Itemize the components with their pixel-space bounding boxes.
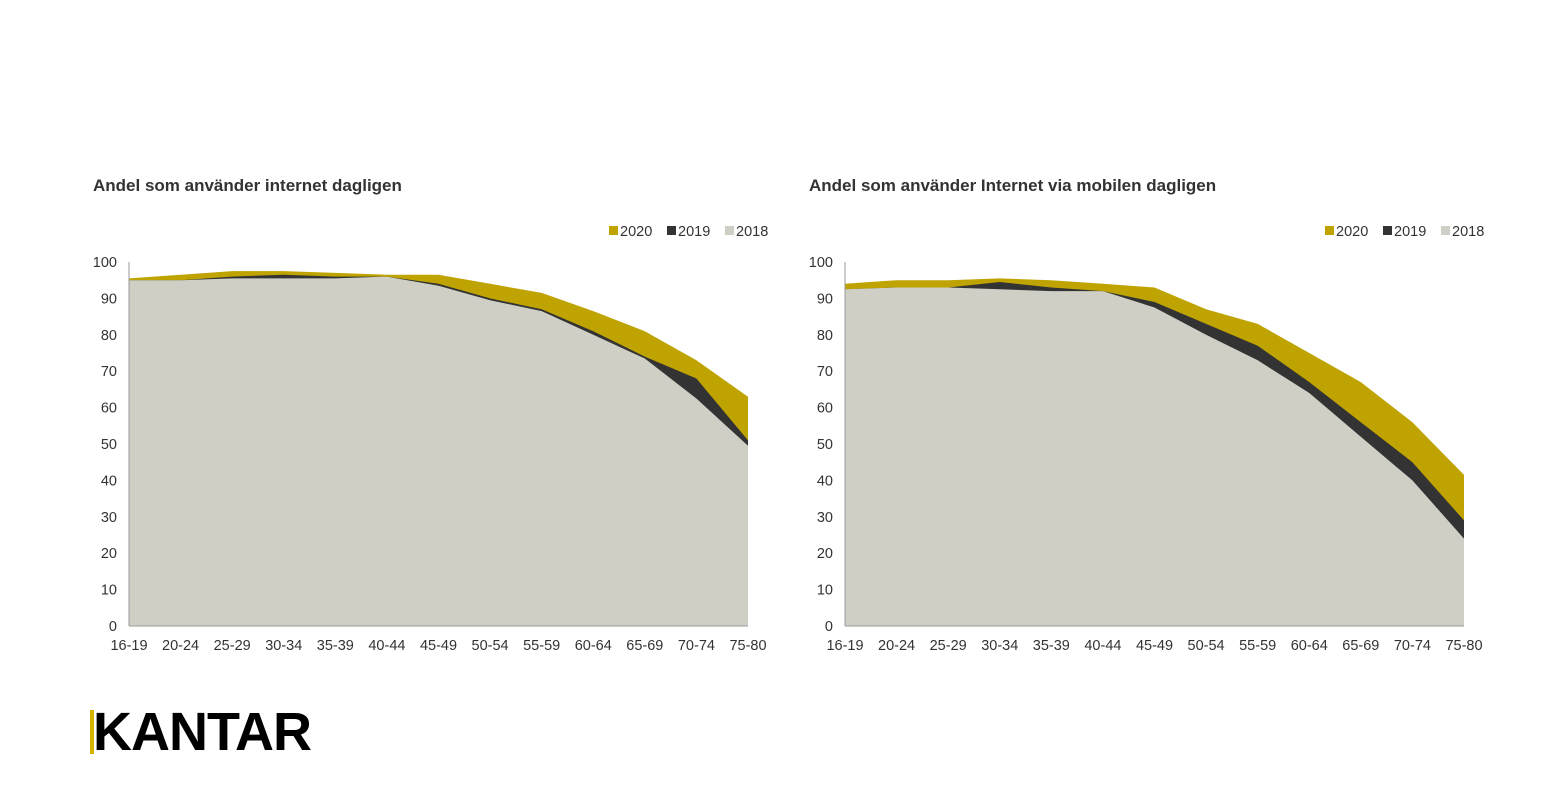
y-tick-label: 100: [93, 255, 117, 271]
logo-accent-bar: [90, 710, 94, 754]
y-tick-label: 20: [101, 546, 117, 562]
y-tick-label: 30: [101, 510, 117, 526]
legend-swatch-2018: [1441, 226, 1450, 235]
y-tick-label: 40: [817, 473, 833, 489]
x-tick-label: 35-39: [317, 638, 354, 654]
chart-mobile-internet-daily: Andel som använder Internet via mobilen …: [796, 170, 1516, 670]
x-tick-label: 25-29: [214, 638, 251, 654]
x-tick-label: 16-19: [826, 638, 863, 654]
x-tick-label: 40-44: [368, 638, 405, 654]
x-tick-label: 35-39: [1033, 638, 1070, 654]
x-tick-label: 25-29: [930, 638, 967, 654]
legend-swatch-2019: [1383, 226, 1392, 235]
chart-title: Andel som använder Internet via mobilen …: [809, 176, 1217, 195]
x-tick-label: 70-74: [678, 638, 715, 654]
legend-swatch-2018: [725, 226, 734, 235]
x-tick-label: 55-59: [523, 638, 560, 654]
x-tick-label: 65-69: [626, 638, 663, 654]
x-tick-label: 45-49: [420, 638, 457, 654]
y-tick-label: 70: [101, 364, 117, 380]
x-tick-label: 30-34: [265, 638, 302, 654]
legend: 2020 2019 2018: [609, 224, 768, 240]
x-tick-label: 75-80: [1445, 638, 1482, 654]
y-tick-label: 60: [817, 401, 833, 417]
legend: 2020 2019 2018: [1325, 224, 1484, 240]
legend-label-2020: 2020: [1336, 224, 1368, 240]
chart-svg: 0 10 20 30 40 50 60 70 80 90 100 16-19 20-24 25-29 30-…: [809, 224, 1484, 654]
legend-label-2019: 2019: [678, 224, 710, 240]
legend-swatch-2020: [609, 226, 618, 235]
y-tick-label: 100: [809, 255, 833, 271]
x-tick-label: 45-49: [1136, 638, 1173, 654]
x-tick-label: 50-54: [1188, 638, 1225, 654]
area-2018: [845, 287, 1464, 626]
y-tick-label: 0: [109, 619, 117, 635]
x-tick-label: 60-64: [575, 638, 612, 654]
legend-label-2018: 2018: [1452, 224, 1484, 240]
y-tick-label: 70: [817, 364, 833, 380]
x-tick-label: 16-19: [110, 638, 147, 654]
x-tick-label: 20-24: [878, 638, 915, 654]
x-tick-label: 30-34: [981, 638, 1018, 654]
x-tick-label: 55-59: [1239, 638, 1276, 654]
y-tick-label: 10: [101, 583, 117, 599]
y-tick-label: 0: [825, 619, 833, 635]
y-tick-label: 50: [101, 437, 117, 453]
y-tick-label: 20: [817, 546, 833, 562]
y-tick-label: 90: [101, 291, 117, 307]
y-tick-label: 10: [817, 583, 833, 599]
chart-svg: 0 10 20 30 40 50 60 70 80 90 100 16-19 20-24 25-29 30-…: [93, 224, 768, 654]
chart-internet-daily: Andel som använder internet dagligen 0 10…: [80, 170, 800, 670]
y-tick-label: 80: [817, 328, 833, 344]
x-tick-label: 60-64: [1291, 638, 1328, 654]
y-tick-label: 80: [101, 328, 117, 344]
y-tick-label: 30: [817, 510, 833, 526]
y-tick-label: 40: [101, 473, 117, 489]
y-tick-label: 90: [817, 291, 833, 307]
y-tick-label: 50: [817, 437, 833, 453]
area-2018: [129, 276, 748, 626]
legend-label-2019: 2019: [1394, 224, 1426, 240]
x-tick-label: 70-74: [1394, 638, 1431, 654]
y-tick-label: 60: [101, 401, 117, 417]
legend-label-2018: 2018: [736, 224, 768, 240]
x-tick-label: 75-80: [729, 638, 766, 654]
logo-text: KANTAR: [93, 702, 312, 762]
x-tick-label: 40-44: [1084, 638, 1121, 654]
kantar-logo: KANTAR: [90, 702, 330, 762]
x-tick-label: 65-69: [1342, 638, 1379, 654]
x-tick-label: 20-24: [162, 638, 199, 654]
legend-label-2020: 2020: [620, 224, 652, 240]
x-tick-label: 50-54: [472, 638, 509, 654]
legend-swatch-2019: [667, 226, 676, 235]
legend-swatch-2020: [1325, 226, 1334, 235]
chart-title: Andel som använder internet dagligen: [93, 176, 402, 195]
